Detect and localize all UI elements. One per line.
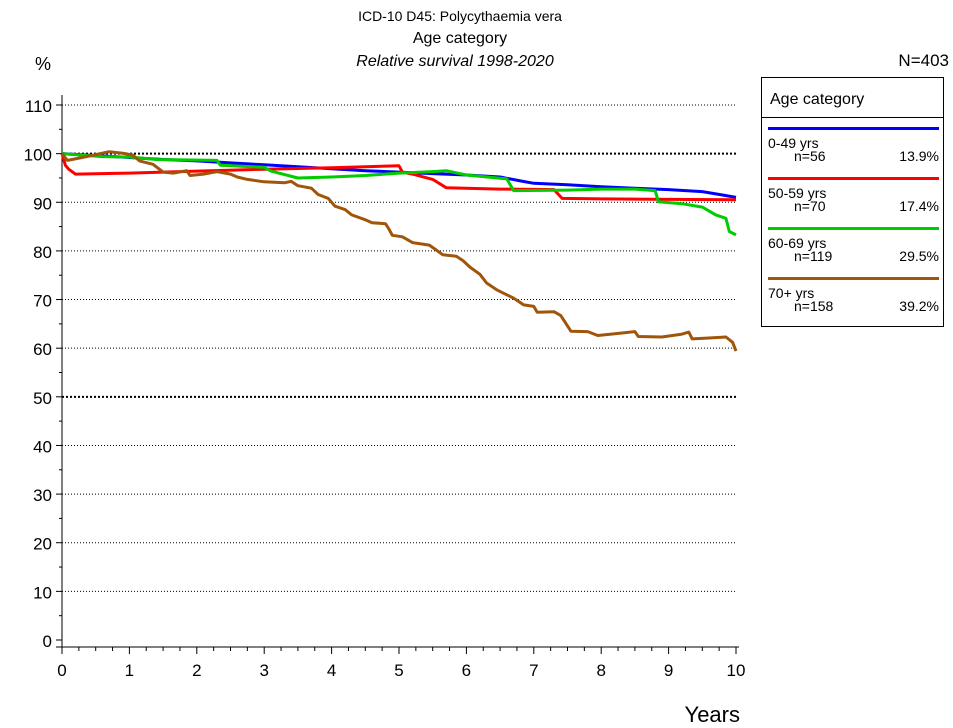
y-tick-label: 80	[33, 243, 52, 262]
legend-label: 50-59 yrs	[768, 185, 827, 201]
legend-swatch	[768, 177, 939, 180]
y-tick-label: 30	[33, 486, 52, 505]
y-tick-label: 110	[25, 97, 52, 116]
legend-count: n=158	[794, 298, 834, 314]
y-tick-label: 0	[43, 632, 52, 651]
x-tick-label: 2	[192, 661, 201, 680]
legend-percent: 17.4%	[899, 198, 939, 214]
x-tick-label: 8	[596, 661, 605, 680]
legend-percent: 39.2%	[899, 298, 939, 314]
gridlines	[62, 104, 736, 592]
legend-entry: 0-49 yrs n=56 13.9%	[762, 127, 943, 177]
y-axis-label: %	[35, 54, 51, 74]
x-tick-label: 6	[462, 661, 471, 680]
legend-swatch	[768, 227, 939, 230]
chart-subtitle: Age category	[413, 30, 507, 47]
axes	[56, 95, 739, 648]
legend-percent: 29.5%	[899, 248, 939, 264]
x-tick-label: 4	[327, 661, 336, 680]
series-line-70-yrs	[60, 150, 738, 352]
n-total-label: N=403	[898, 51, 949, 70]
y-tick-label: 70	[33, 292, 52, 311]
x-tick-label: 0	[57, 661, 66, 680]
legend-swatch	[768, 127, 939, 130]
legend-count: n=70	[794, 198, 826, 214]
y-tick-label: 20	[33, 535, 52, 554]
series-lines	[60, 150, 738, 352]
x-tick-label: 3	[259, 661, 268, 680]
x-tick-label: 10	[727, 661, 746, 680]
y-tick-label: 100	[24, 146, 52, 165]
x-tick-label: 7	[529, 661, 538, 680]
legend-label: 70+ yrs	[768, 285, 815, 301]
legend-entry: 60-69 yrs n=119 29.5%	[762, 227, 943, 277]
y-tick-label: 40	[33, 437, 52, 456]
ticks: 0 10 20 30 40 50 60 70 80 90 100 110 0 1 2 3 4 5 6 7 8 9 10	[24, 97, 746, 680]
legend: Age category 0-49 yrs n=56 13.9% 50-59 yrs n…	[761, 77, 944, 327]
chart-subtitle-italic: Relative survival 1998-2020	[356, 53, 554, 70]
legend-count: n=119	[794, 248, 833, 264]
series-line-60-69-yrs	[61, 152, 737, 237]
legend-label: 0-49 yrs	[768, 135, 819, 151]
legend-label: 60-69 yrs	[768, 235, 827, 251]
legend-separator	[762, 117, 943, 118]
x-tick-label: 9	[664, 661, 673, 680]
x-tick-label: 1	[125, 661, 134, 680]
legend-entry: 50-59 yrs n=70 17.4%	[762, 177, 943, 227]
y-tick-label: 90	[33, 194, 52, 213]
legend-count: n=56	[794, 148, 826, 164]
chart-title: ICD-10 D45: Polycythaemia vera	[358, 8, 562, 24]
y-tick-label: 60	[33, 340, 52, 359]
legend-percent: 13.9%	[899, 148, 939, 164]
y-tick-label: 10	[33, 583, 52, 602]
y-tick-label: 50	[33, 389, 52, 408]
legend-title: Age category	[770, 91, 865, 108]
legend-swatch	[768, 277, 939, 280]
x-tick-label: 5	[394, 661, 403, 680]
x-axis-label: Years	[685, 702, 740, 727]
legend-entry: 70+ yrs n=158 39.2%	[762, 277, 943, 327]
